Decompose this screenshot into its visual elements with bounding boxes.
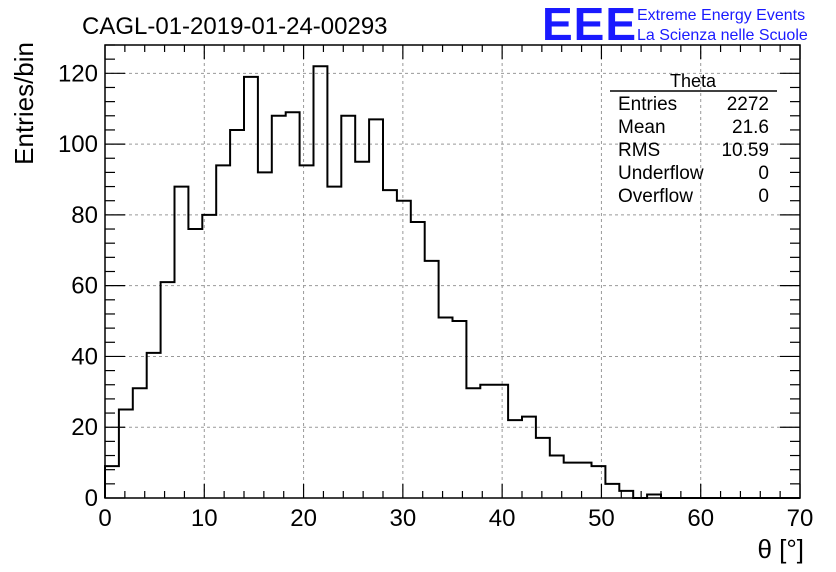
y-tick-label: 60 <box>71 273 98 300</box>
histogram-series <box>104 65 800 499</box>
y-tick-label: 0 <box>85 485 98 512</box>
stats-box: Theta Entries 2272 Mean 21.6 RMS 10.59 Underfl… <box>610 71 777 207</box>
x-tick-label: 0 <box>98 505 111 532</box>
x-tick-label: 20 <box>290 505 317 532</box>
x-tick-label: 50 <box>588 505 615 532</box>
x-axis-label: θ [°] <box>757 534 804 564</box>
grid-lines <box>105 45 800 498</box>
y-axis-label: Entries/bin <box>9 42 39 165</box>
stats-value: 21.6 <box>732 117 769 138</box>
stats-value: 0 <box>758 163 769 184</box>
stats-label: Overflow <box>618 186 693 207</box>
y-tick-label: 100 <box>58 131 98 158</box>
stats-title: Theta <box>670 71 717 91</box>
x-tick-label: 60 <box>687 505 714 532</box>
y-tick-label: 120 <box>58 60 98 87</box>
x-tick-label: 70 <box>787 505 814 532</box>
plot-frame <box>104 44 801 499</box>
stats-label: Underflow <box>618 163 704 184</box>
chart-title: CAGL-01-2019-01-24-00293 <box>82 13 388 40</box>
y-tick-label: 40 <box>71 343 98 370</box>
axis-tick-labels: 0 10 20 30 40 50 60 70 0 20 40 60 80 100 120 <box>58 60 813 532</box>
logo-line-1: Extreme Energy Events <box>637 7 805 24</box>
x-tick-label: 40 <box>489 505 516 532</box>
stats-value: 2272 <box>727 94 769 115</box>
y-tick-label: 20 <box>71 414 98 441</box>
stats-label: Entries <box>618 94 677 115</box>
stats-value: 0 <box>758 186 769 207</box>
x-tick-label: 30 <box>390 505 417 532</box>
eee-logo: EEE <box>542 0 637 50</box>
logo-line-2: La Scienza nelle Scuole <box>637 27 808 44</box>
axis-ticks <box>104 44 801 499</box>
y-tick-label: 80 <box>71 202 98 229</box>
stats-value: 10.59 <box>721 140 769 161</box>
stats-label: RMS <box>618 140 660 161</box>
x-tick-label: 10 <box>191 505 218 532</box>
stats-label: Mean <box>618 117 666 138</box>
